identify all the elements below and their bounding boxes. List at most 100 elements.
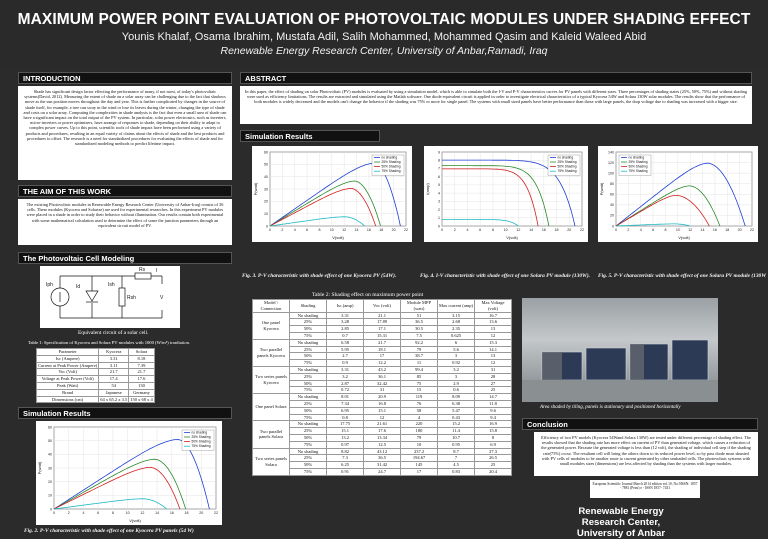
equivalent-circuit-diagram: Iph Id Ish Rsh Rs I V (40, 266, 180, 328)
table2-header-cell: Max current (amp) (437, 299, 475, 313)
circuit-caption: Equivalent circuit of a solar cell. (78, 330, 149, 336)
table1-cell: 21.7 (98, 368, 130, 377)
table-row: 75% 0.91 24.7 17 0.83 20.4 (253, 467, 512, 476)
table-row: 75% 0.8 12 4 0.43 9.4 (253, 413, 512, 422)
series-line (53, 458, 187, 510)
table1-cell: Brand (35, 388, 100, 397)
table2-cell: 9.6 (474, 406, 512, 415)
x-tick-label: 16 (367, 228, 371, 232)
table-row: Two series panels Kyocera No shading 3.31 4… (252, 365, 512, 395)
table2-cell: 2.87 (326, 379, 364, 388)
abstract-heading: ABSTRACT (240, 72, 752, 84)
table2-cell: 3.2 (326, 372, 364, 381)
table2-cell: 99.4 (400, 365, 438, 374)
table2-cell: 17 (363, 352, 401, 361)
table-row: 25% 7.34 16.8 76 6.38 11.8 (253, 399, 512, 408)
legend-entry: 75% Shading (382, 169, 401, 173)
logo-line-3: University of Anbar (576, 528, 666, 539)
legend-entry: 75% Shading (192, 444, 211, 448)
table1-cell: Peak (Watt) (35, 381, 100, 390)
x-tick-label: 8 (492, 228, 494, 232)
table2-cell: 2.85 (326, 325, 364, 333)
y-tick-label: 60 (264, 150, 268, 154)
table2-cell: 50% (289, 433, 327, 442)
table2-cell: 27.3 (474, 447, 512, 456)
y-tick-label: 20 (264, 200, 268, 204)
x-tick-label: 12 (688, 228, 692, 232)
table2-cell: 14.1 (474, 345, 512, 354)
table-row: 50% 6.95 15.1 58 5.47 9.6 (253, 406, 512, 415)
table-row: Two parallel panels Kyocera No shading 6.5… (252, 338, 512, 367)
table2-cell: 3.28 (326, 318, 364, 327)
y-tick-label: 10 (264, 212, 268, 216)
table1-header-row: Parameter Kyocera Solara (35, 348, 155, 356)
table2-cell: 3.15 (437, 311, 475, 320)
table2-cell: 13.6 (474, 318, 512, 327)
legend-box (181, 429, 215, 451)
table2-cell: 43.12 (363, 447, 401, 456)
y-tick-label: 120 (608, 161, 614, 165)
x-tick-label: 14 (155, 511, 159, 515)
x-tick-label: 6 (97, 511, 99, 515)
table-row: 25% 15.1 17.6 180 11.4 15.8 (253, 427, 512, 435)
table-row: Peak (Watt) 54 130 (35, 381, 155, 390)
table2-cell: 17.75 (326, 420, 364, 429)
table2-cell: 36.1 (363, 372, 401, 381)
table2-cell: 75% (289, 440, 327, 449)
x-tick-label: 14 (529, 228, 533, 232)
table2-cell: 237.2 (400, 447, 438, 456)
table-row: Voc (Volt) 21.7 21.7 (35, 368, 155, 377)
series-line (442, 165, 550, 227)
table2-cell: 25% (289, 454, 327, 463)
y-tick-label: 0 (438, 224, 440, 228)
table2-cell: 79 (400, 345, 438, 354)
table2-cell: 50% (289, 406, 327, 415)
circuit-label-i: I (156, 268, 157, 274)
table2-cell: 38.7 (400, 352, 438, 361)
table-row: Two series panels Solara No shading 8.82 43… (252, 447, 512, 476)
legend-entry: no shading (192, 430, 208, 434)
logo-line-1: Renewable Energy (578, 506, 664, 517)
fig2-svg: 0 2 4 6 8 10 12 14 16 18 20 22 0 10 20 30 40 50 60 V(volt) P… (37, 425, 218, 523)
table1-cell: 17.4 (98, 375, 130, 383)
table1-cell: Dimensions (cm) (35, 395, 100, 404)
table2-cell: 3.2 (437, 365, 475, 374)
y-tick-label: 1 (438, 216, 440, 220)
table2-cell: 12 (474, 359, 512, 367)
table2-cell: 15.31 (363, 331, 401, 340)
x-tick-label: 0 (269, 228, 271, 232)
diode-symbol (85, 290, 99, 302)
table1-header-cell: Solara (128, 348, 155, 356)
shaded-panels-photo (522, 298, 718, 402)
poster-authors: Younis Khalaf, Osama Ibrahim, Mustafa Ad… (121, 31, 647, 43)
legend-entry: no shading (382, 155, 398, 159)
table2-cell: 15.2 (437, 420, 475, 429)
table2-cell: 76 (400, 399, 438, 408)
series-line (615, 185, 721, 227)
table2-cell: 75% (289, 359, 327, 367)
table1-caption: Table 1: Specification of Kyocera and So… (28, 340, 191, 345)
table1-cell: Voltage at Peak Power (Volt) (35, 375, 100, 383)
table-row: Current at Peak Power (Ampere) 3.11 7.39 (35, 361, 155, 370)
table2-cell: 18.1 (363, 345, 401, 354)
circuit-svg: Iph Id Ish Rsh Rs I V (46, 267, 164, 319)
table2-cell: 75% (289, 386, 327, 395)
fig4-chart: 0 2 4 6 8 10 12 14 16 18 20 22 0 1 2 3 4 5 6 7 8 9 V(volt) I(am… (424, 146, 588, 242)
table2-cell: No shading (289, 338, 327, 347)
x-tick-label: 14 (701, 228, 705, 232)
table2-group-cell: Two parallel panels Solara (252, 420, 290, 449)
table2-header-cell: Shading (289, 299, 327, 313)
x-tick-label: 8 (664, 228, 666, 232)
legend-entry: no shading (629, 155, 645, 159)
table1-cell: 130 (128, 381, 155, 390)
table2-cell: 16.7 (474, 311, 512, 320)
table-row: 25% 3.28 17.89 36.5 2.68 13.6 (253, 318, 512, 327)
table2-cell: 28 (474, 372, 512, 381)
table-row: Dimensions (cm) 64 x 65.2 x 3.5 150 x 68 x… (35, 395, 155, 404)
table2-cell: 0.95 (437, 440, 475, 449)
fig4-svg: 0 2 4 6 8 10 12 14 16 18 20 220123456789V(volt)I(am… (425, 150, 584, 240)
x-tick-label: 0 (53, 511, 55, 515)
table2-cell: 7.5 (400, 331, 438, 340)
y-tick-label: 8 (438, 159, 440, 163)
legend-entry: 25% Shading (558, 160, 577, 164)
